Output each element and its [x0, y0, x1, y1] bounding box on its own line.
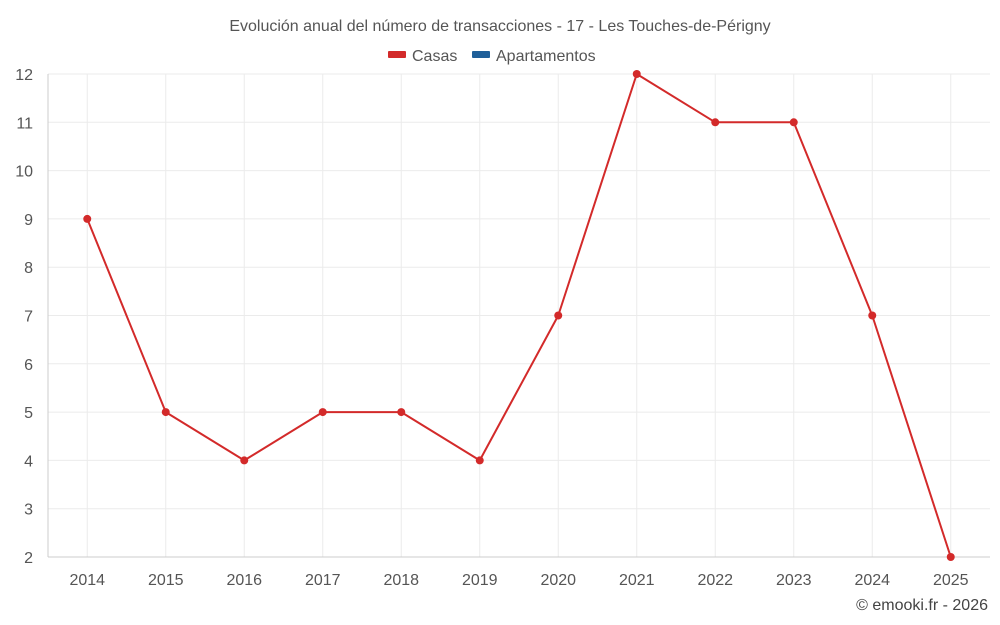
y-tick-label: 4: [24, 453, 33, 470]
y-tick-label: 11: [16, 115, 33, 132]
data-point-casas-2025[interactable]: [946, 553, 955, 561]
legend-swatch-apartamentos: [472, 51, 490, 58]
x-tick-label: 2024: [854, 572, 890, 589]
data-point-casas-2016[interactable]: [240, 456, 249, 465]
y-tick-label: 3: [24, 502, 33, 519]
legend-swatch-casas: [388, 51, 406, 58]
legend: Casas Apartamentos: [388, 48, 596, 65]
legend-item-apartamentos[interactable]: Apartamentos: [472, 48, 596, 65]
data-point-casas-2023[interactable]: [789, 118, 798, 127]
y-tick-label: 12: [15, 67, 33, 84]
y-tick-label: 10: [15, 164, 33, 181]
data-point-casas-2014[interactable]: [83, 214, 92, 223]
y-tick-label: 9: [24, 212, 33, 229]
gridlines: [48, 73, 990, 557]
data-point-casas-2022[interactable]: [711, 118, 720, 127]
x-tick-label: 2025: [933, 572, 969, 589]
data-point-casas-2017[interactable]: [318, 408, 327, 417]
data-point-casas-2015[interactable]: [161, 408, 170, 417]
x-tick-label: 2018: [383, 572, 419, 589]
data-point-casas-2021[interactable]: [632, 70, 641, 78]
data-point-casas-2019[interactable]: [475, 456, 484, 465]
data-point-casas-2024[interactable]: [868, 311, 877, 320]
legend-item-casas[interactable]: Casas: [388, 48, 457, 65]
x-tick-label: 2023: [776, 572, 812, 589]
y-tick-label: 6: [24, 357, 33, 374]
series-line-casas: [86, 73, 952, 558]
x-tick-label: 2019: [462, 572, 498, 589]
chart-title: Evolución anual del número de transaccio…: [229, 18, 770, 35]
credit: © emooki.fr - 2026: [856, 597, 988, 614]
axes: [47, 74, 990, 558]
x-tick-label: 2020: [540, 572, 576, 589]
x-tick-label: 2017: [305, 572, 341, 589]
tick-labels: 2 3 4 5 6 7 8 9 10 11 12 2014 2015 2016 2017 2018 2019 20…: [15, 67, 968, 589]
x-tick-label: 2022: [697, 572, 733, 589]
data-point-casas-2018[interactable]: [397, 408, 406, 417]
y-tick-label: 2: [24, 550, 33, 567]
y-tick-label: 8: [24, 260, 33, 277]
x-tick-label: 2014: [69, 572, 105, 589]
x-tick-label: 2015: [148, 572, 184, 589]
series: [83, 70, 955, 561]
y-tick-label: 5: [24, 405, 33, 422]
x-tick-label: 2016: [226, 572, 262, 589]
data-point-casas-2020[interactable]: [554, 311, 563, 320]
legend-label-apartamentos: Apartamentos: [496, 48, 596, 65]
legend-label-casas: Casas: [412, 48, 457, 65]
y-tick-label: 7: [24, 309, 33, 326]
x-tick-label: 2021: [619, 572, 655, 589]
